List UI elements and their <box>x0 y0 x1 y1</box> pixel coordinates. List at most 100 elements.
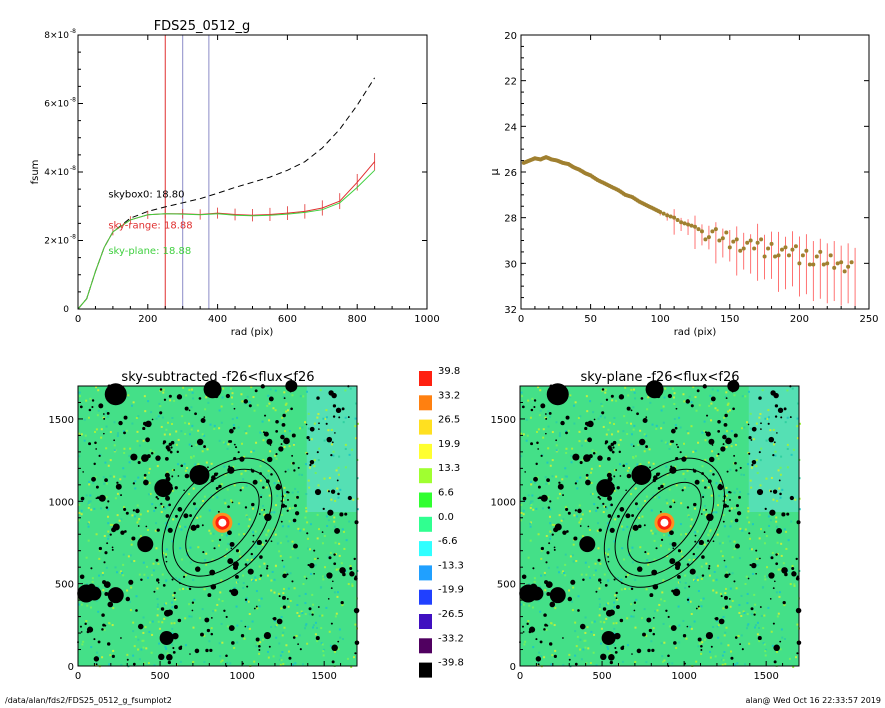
noise-pixel <box>171 606 174 609</box>
masked-source <box>604 440 609 444</box>
noise-pixel <box>710 402 713 405</box>
masked-source <box>171 578 174 581</box>
masked-source <box>751 562 757 569</box>
masked-source <box>548 411 552 415</box>
masked-source <box>548 542 551 545</box>
masked-source <box>671 541 677 547</box>
noise-pixel <box>98 557 101 560</box>
noise-pixel <box>775 525 778 528</box>
masked-source <box>633 609 636 612</box>
noise-pixel <box>273 591 276 594</box>
noise-pixel <box>700 599 703 602</box>
noise-pixel <box>763 643 766 646</box>
noise-pixel <box>520 503 523 506</box>
noise-pixel <box>333 591 336 594</box>
noise-pixel <box>173 399 176 402</box>
noise-pixel <box>768 524 771 527</box>
noise-pixel <box>171 643 174 646</box>
noise-pixel <box>716 389 719 392</box>
noise-pixel <box>780 542 783 545</box>
noise-pixel <box>690 425 693 428</box>
noise-pixel <box>730 520 733 523</box>
colorbar-swatch <box>419 614 432 629</box>
noise-pixel <box>755 465 758 468</box>
noise-pixel <box>726 491 729 494</box>
noise-pixel <box>253 555 256 558</box>
noise-pixel <box>313 422 316 425</box>
noise-pixel <box>91 580 94 583</box>
noise-pixel <box>108 622 111 625</box>
noise-pixel <box>288 507 291 510</box>
noise-pixel <box>308 466 311 469</box>
noise-pixel <box>640 617 643 620</box>
noise-pixel <box>311 611 314 614</box>
noise-pixel <box>301 426 304 429</box>
noise-pixel <box>525 418 528 421</box>
noise-pixel <box>98 655 101 658</box>
masked-source <box>722 500 725 502</box>
noise-pixel <box>767 515 770 518</box>
chart-title: FDS25_0512_g <box>154 19 251 34</box>
masked-source <box>286 490 289 494</box>
noise-pixel <box>80 513 83 516</box>
noise-pixel <box>291 540 294 543</box>
noise-pixel <box>323 575 326 578</box>
masked-source <box>528 630 532 634</box>
noise-pixel <box>133 515 136 518</box>
masked-source <box>275 484 282 491</box>
noise-pixel <box>750 613 753 616</box>
noise-pixel <box>203 434 206 437</box>
masked-source <box>700 644 703 648</box>
noise-pixel <box>319 389 322 392</box>
noise-pixel <box>305 623 308 626</box>
noise-pixel <box>606 553 609 556</box>
noise-pixel <box>132 654 135 657</box>
noise-pixel <box>558 432 561 435</box>
noise-pixel <box>764 654 767 657</box>
noise-pixel <box>188 443 191 446</box>
noise-pixel <box>317 459 320 462</box>
noise-pixel <box>608 421 611 424</box>
noise-pixel <box>776 553 779 556</box>
masked-source <box>94 441 97 445</box>
noise-pixel <box>700 565 703 568</box>
noise-pixel <box>729 525 732 528</box>
masked-source <box>673 501 676 504</box>
masked-source <box>235 574 239 579</box>
noise-pixel <box>155 417 158 420</box>
masked-source <box>176 450 179 454</box>
noise-pixel <box>529 502 532 505</box>
noise-pixel <box>796 425 799 428</box>
colorbar-swatch <box>419 492 432 508</box>
masked-source <box>574 509 577 512</box>
noise-pixel <box>738 611 741 614</box>
noise-pixel <box>570 461 573 464</box>
noise-pixel <box>689 600 692 603</box>
masked-source <box>688 585 691 588</box>
noise-pixel <box>746 516 749 519</box>
noise-pixel <box>702 494 705 497</box>
noise-pixel <box>232 465 235 468</box>
masked-source <box>728 573 731 576</box>
noise-pixel <box>704 458 707 461</box>
x-tick-label: 1000 <box>671 671 696 682</box>
noise-pixel <box>233 484 236 487</box>
noise-pixel <box>729 605 732 608</box>
noise-pixel <box>140 648 143 651</box>
noise-pixel <box>352 498 355 501</box>
noise-pixel <box>266 404 269 407</box>
noise-pixel <box>278 420 281 423</box>
noise-pixel <box>580 658 583 661</box>
noise-pixel <box>276 542 279 545</box>
noise-pixel <box>535 507 538 510</box>
noise-pixel <box>344 447 347 450</box>
data-point <box>818 249 823 254</box>
masked-source <box>792 571 795 573</box>
noise-pixel <box>231 402 234 405</box>
noise-pixel <box>601 389 604 392</box>
noise-pixel <box>279 555 282 558</box>
noise-pixel <box>334 541 337 544</box>
noise-pixel <box>684 582 687 585</box>
noise-pixel <box>693 507 696 510</box>
masked-source <box>774 415 778 418</box>
